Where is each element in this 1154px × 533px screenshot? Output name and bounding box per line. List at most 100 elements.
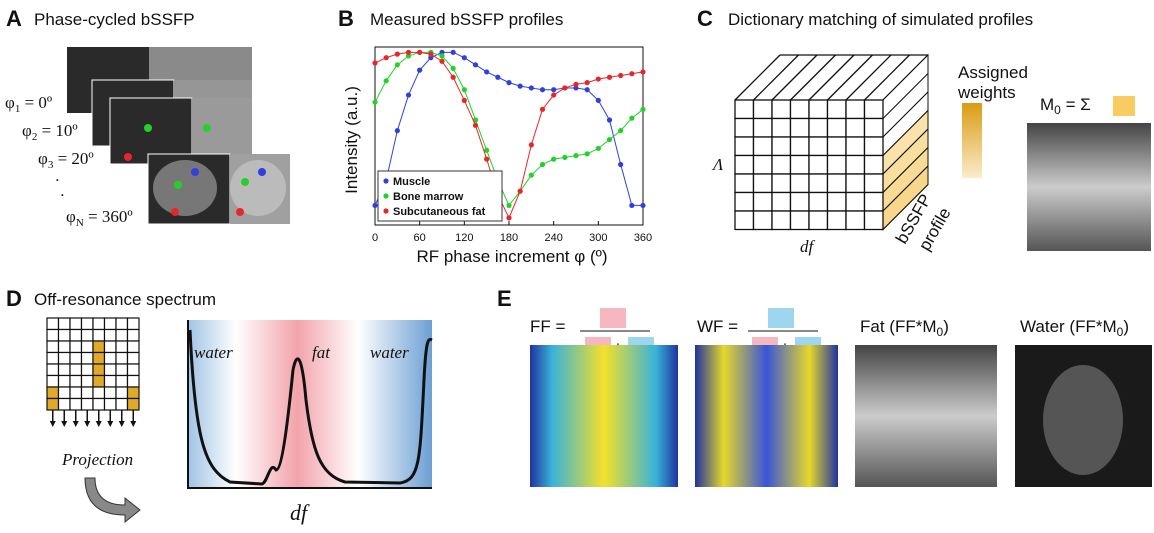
data-point (439, 49, 445, 55)
grid-cell (126, 363, 140, 377)
label: Water (FF*M (1020, 317, 1117, 336)
data-point (595, 145, 601, 152)
cube-cell (863, 210, 884, 231)
cube-cell (789, 117, 810, 138)
grid-cell (69, 317, 83, 331)
y-axis-label: Intensity (a.u.) (342, 86, 361, 194)
ellipsis: . (55, 166, 60, 185)
x-tick-label: 240 (544, 232, 562, 244)
grid-cell (69, 363, 83, 377)
data-point (428, 51, 434, 57)
cube-edge (864, 54, 910, 101)
cube-cell (845, 136, 866, 157)
phase-symbol: φ (66, 207, 76, 226)
projection-label: Projection (61, 450, 133, 469)
x-tick-label: 300 (589, 232, 607, 244)
panel-letter: B (338, 6, 354, 31)
data-point (439, 53, 445, 59)
grid-cell (103, 397, 117, 411)
grid-cell (80, 317, 94, 331)
phase-rest: = 360º (84, 207, 133, 226)
x-tick-label: 60 (414, 232, 426, 244)
data-point (539, 87, 546, 93)
cube-cell (826, 191, 847, 212)
grid-cell (46, 340, 60, 354)
data-point (461, 87, 467, 93)
data-point (573, 152, 579, 159)
cube-cell (863, 99, 884, 120)
cube-cell (771, 154, 792, 175)
cube-cell (826, 154, 847, 175)
m0-label: M0 = Σ (1040, 95, 1091, 117)
projection-arrowhead (84, 421, 91, 427)
panel-letter: E (497, 286, 512, 311)
cube-edge (845, 54, 892, 101)
phase-sub: 2 (32, 131, 38, 143)
phase-symbol: φ (5, 93, 15, 112)
data-point (383, 55, 389, 61)
data-point (405, 49, 412, 55)
grid-cell (126, 397, 140, 411)
data-point (595, 97, 601, 103)
data-point (606, 74, 613, 80)
data-point (495, 74, 501, 80)
data-point (573, 81, 579, 87)
legend-box (377, 170, 503, 222)
grid-cell (57, 351, 71, 365)
cube-cell (771, 99, 792, 120)
data-point (562, 85, 568, 91)
cube-cell (789, 210, 810, 231)
cube-cell (789, 173, 810, 194)
cube-cell (734, 136, 755, 157)
data-point (394, 62, 400, 68)
grid-cell (126, 328, 140, 342)
data-point (450, 65, 456, 71)
cube-edge (790, 54, 836, 101)
phase-label: φN = 360º (66, 207, 133, 229)
cube-cell (808, 210, 829, 231)
data-point (472, 62, 479, 68)
data-point (517, 188, 523, 194)
grid-cell (115, 363, 129, 377)
fat-image-label: Fat (FF*M0) (860, 317, 949, 339)
projection-arrowhead (107, 421, 114, 427)
grid-cell (46, 397, 60, 411)
data-point (450, 74, 456, 80)
cube-edge (734, 54, 781, 101)
panel-letter: A (6, 6, 22, 31)
data-point (484, 156, 490, 162)
data-point (372, 202, 378, 209)
grid-cell (103, 328, 117, 342)
phase-rest: = 0º (20, 93, 52, 112)
grid-cell (69, 340, 83, 354)
grid-cell (92, 374, 106, 388)
m0-rest: = Σ (1061, 95, 1091, 114)
weights-label: weights (957, 83, 1016, 102)
cube-cell (826, 210, 847, 231)
legend-marker (383, 208, 389, 214)
grid-cell (57, 328, 71, 342)
data-point (562, 154, 568, 160)
weight-square (1113, 96, 1135, 116)
phase-rest: = 20º (53, 149, 93, 168)
data-point (618, 161, 624, 168)
cube-edge (827, 54, 873, 101)
grid-cell (57, 363, 71, 377)
cube-cell (734, 99, 755, 120)
projection-arrowhead (49, 421, 56, 427)
projection-arrowhead (95, 421, 102, 427)
grid-cell (115, 328, 129, 342)
data-point (528, 142, 534, 148)
data-point (484, 69, 490, 75)
data-point (506, 202, 512, 209)
data-point (372, 99, 378, 105)
grid-cell (126, 317, 140, 331)
data-point (618, 72, 624, 79)
projection-arrowhead (61, 421, 68, 427)
data-point (372, 60, 378, 66)
cube-cell (771, 210, 792, 231)
grid-cell (92, 340, 106, 354)
cube-cell (789, 154, 810, 175)
grid-cell (80, 374, 94, 388)
